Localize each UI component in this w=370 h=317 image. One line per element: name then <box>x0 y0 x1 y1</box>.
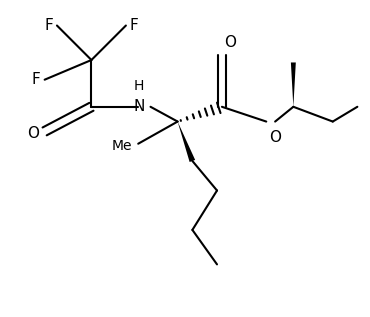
Text: O: O <box>269 130 281 146</box>
Polygon shape <box>178 121 195 162</box>
Text: H: H <box>134 79 144 93</box>
Text: F: F <box>32 72 41 87</box>
Text: O: O <box>27 126 39 141</box>
Polygon shape <box>291 62 296 107</box>
Text: F: F <box>130 18 139 33</box>
Text: F: F <box>44 18 53 33</box>
Text: O: O <box>224 35 236 50</box>
Text: N: N <box>134 99 145 114</box>
Text: Me: Me <box>112 139 132 153</box>
